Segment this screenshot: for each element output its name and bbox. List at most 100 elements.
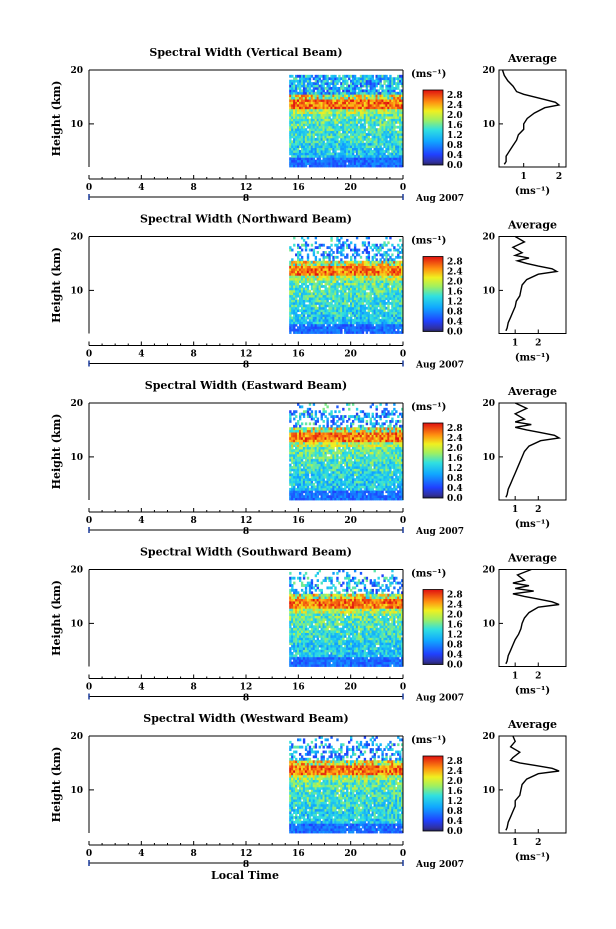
heatmap-cell xyxy=(375,120,378,124)
heatmap-cell xyxy=(393,270,396,274)
heatmap-cell xyxy=(391,309,394,313)
heatmap-cell xyxy=(297,326,300,330)
heatmap-cell xyxy=(293,417,296,421)
heatmap-cell xyxy=(318,103,321,107)
heatmap-cell xyxy=(293,456,296,460)
heatmap-cell xyxy=(310,248,314,252)
heatmap-cell xyxy=(357,150,361,153)
heatmap-cell xyxy=(312,157,316,161)
heatmap-cell xyxy=(363,292,367,296)
heatmap-cell xyxy=(379,133,382,136)
heatmap-cell xyxy=(320,101,323,105)
heatmap-cell xyxy=(302,434,306,438)
heatmap-cell xyxy=(389,142,392,146)
heatmap-cell xyxy=(302,453,306,457)
heatmap-cell xyxy=(342,103,345,107)
heatmap-cell xyxy=(353,251,357,254)
heatmap-cell xyxy=(399,118,402,122)
heatmap-cell xyxy=(397,297,400,300)
heatmap-cell xyxy=(338,246,341,250)
heatmap-cell xyxy=(385,260,388,264)
heatmap-cell xyxy=(336,490,339,494)
heatmap-cell xyxy=(344,255,347,259)
heatmap-cell xyxy=(353,123,357,127)
heatmap-cell xyxy=(381,142,384,146)
heatmap-cell xyxy=(300,82,304,85)
heatmap-cell xyxy=(359,265,363,269)
heatmap-cell xyxy=(332,461,335,465)
heatmap-cell xyxy=(314,294,318,298)
heatmap-cell xyxy=(373,152,376,156)
heatmap-cell xyxy=(393,272,396,276)
heatmap-cell xyxy=(293,323,296,327)
heatmap-cell xyxy=(383,152,386,156)
heatmap-cell xyxy=(332,318,335,322)
heatmap-cell xyxy=(355,251,359,254)
heatmap-cell xyxy=(322,91,325,95)
heatmap-cell xyxy=(326,157,329,161)
heatmap-cell xyxy=(332,74,335,78)
heatmap-cell xyxy=(332,260,335,264)
heatmap-cell xyxy=(338,424,341,428)
heatmap-cell xyxy=(340,253,343,257)
heatmap-cell xyxy=(342,316,345,320)
heatmap-cell xyxy=(306,258,310,262)
heatmap-cell xyxy=(377,99,380,102)
heatmap-cell xyxy=(297,164,300,168)
heatmap-cell xyxy=(293,128,296,132)
heatmap-cell xyxy=(291,282,294,286)
heatmap-cell xyxy=(369,287,372,291)
heatmap-cell xyxy=(344,82,347,85)
heatmap-cell xyxy=(359,77,363,81)
heatmap-cell xyxy=(336,120,339,124)
heatmap-cell xyxy=(371,311,374,315)
heatmap-cell xyxy=(344,86,347,90)
heatmap-cell xyxy=(322,309,325,313)
heatmap-cell xyxy=(367,272,371,276)
heatmap-cell xyxy=(346,318,349,322)
heatmap-cell xyxy=(371,108,374,112)
heatmap-cell xyxy=(340,294,343,298)
heatmap-cell xyxy=(334,427,337,431)
heatmap-cell xyxy=(289,89,292,93)
heatmap-cell xyxy=(369,162,372,165)
heatmap-cell xyxy=(351,294,355,298)
heatmap-cell xyxy=(395,91,398,95)
heatmap-cell xyxy=(302,145,306,149)
heatmap-cell xyxy=(381,328,384,332)
heatmap-cell xyxy=(351,309,355,313)
heatmap-cell xyxy=(340,84,343,88)
heatmap-cell xyxy=(322,113,325,117)
heatmap-cell xyxy=(297,287,300,291)
heatmap-cell xyxy=(300,164,304,168)
heatmap-cell xyxy=(302,331,306,334)
heatmap-cell xyxy=(312,463,316,467)
heatmap-cell xyxy=(381,86,384,90)
heatmap-cell xyxy=(291,485,294,489)
x-tick-label: 12 xyxy=(240,183,253,193)
heatmap-cell xyxy=(326,118,329,122)
heatmap-cell xyxy=(377,123,380,127)
heatmap-cell xyxy=(387,258,390,262)
heatmap-cell xyxy=(359,289,363,293)
heatmap-cell xyxy=(385,125,388,129)
heatmap-cell xyxy=(361,241,365,245)
heatmap-cell xyxy=(389,125,392,129)
heatmap-cell xyxy=(361,108,365,112)
heatmap-cell xyxy=(326,439,329,443)
heatmap-cell xyxy=(346,106,349,110)
heatmap-cell xyxy=(316,497,320,501)
heatmap-cell xyxy=(310,483,314,486)
heatmap-cell xyxy=(344,314,347,317)
heatmap-cell xyxy=(293,137,296,141)
heatmap-cell xyxy=(359,304,363,308)
heatmap-cell xyxy=(297,118,300,122)
heatmap-cell xyxy=(381,265,384,269)
heatmap-cell xyxy=(355,84,359,88)
heatmap-cell xyxy=(340,309,343,313)
heatmap-cell xyxy=(344,297,347,300)
heatmap-cell xyxy=(369,314,372,317)
heatmap-cell xyxy=(293,94,296,98)
heatmap-cell xyxy=(297,103,300,107)
heatmap-cell xyxy=(391,157,394,161)
